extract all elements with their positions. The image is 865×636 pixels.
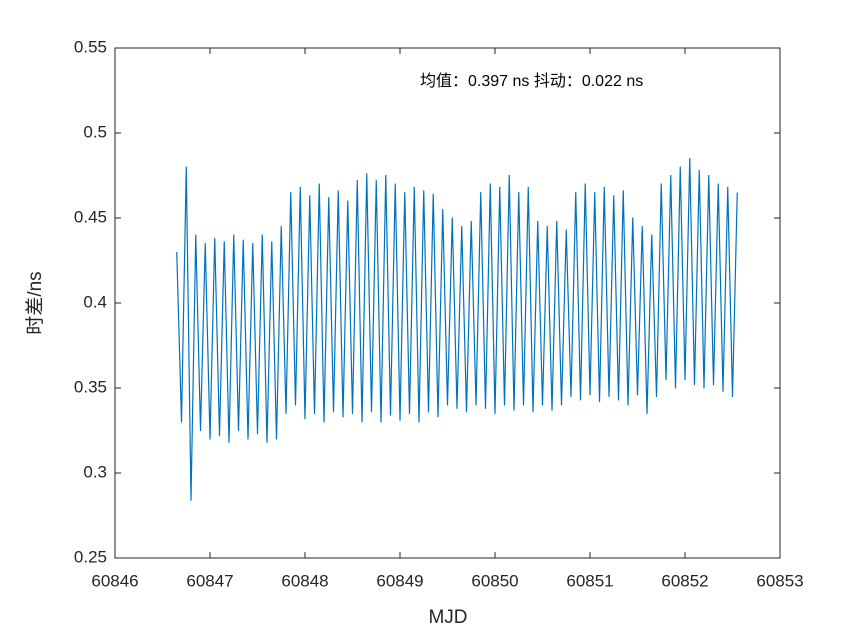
x-tick-label: 60851 [566,571,613,590]
x-tick-label: 60847 [186,571,233,590]
x-tick-label: 60850 [471,571,518,590]
y-tick-label: 0.4 [83,292,107,311]
x-tick-label: 60853 [756,571,803,590]
y-tick-label: 0.25 [74,547,107,566]
x-tick-label: 60848 [281,571,328,590]
x-tick-label: 60846 [91,571,138,590]
y-tick-label: 0.3 [83,462,107,481]
y-tick-label: 0.5 [83,122,107,141]
y-tick-label: 0.55 [74,37,107,56]
y-tick-label: 0.35 [74,377,107,396]
y-tick-label: 0.45 [74,207,107,226]
y-axis-label: 时差/ns [24,271,46,334]
data-line [176,157,738,501]
x-tick-label: 60852 [661,571,708,590]
annotation: 均值：0.397 ns 抖动：0.022 ns [420,72,643,90]
x-tick-label: 60849 [376,571,423,590]
x-axis-label: MJD [428,607,467,628]
